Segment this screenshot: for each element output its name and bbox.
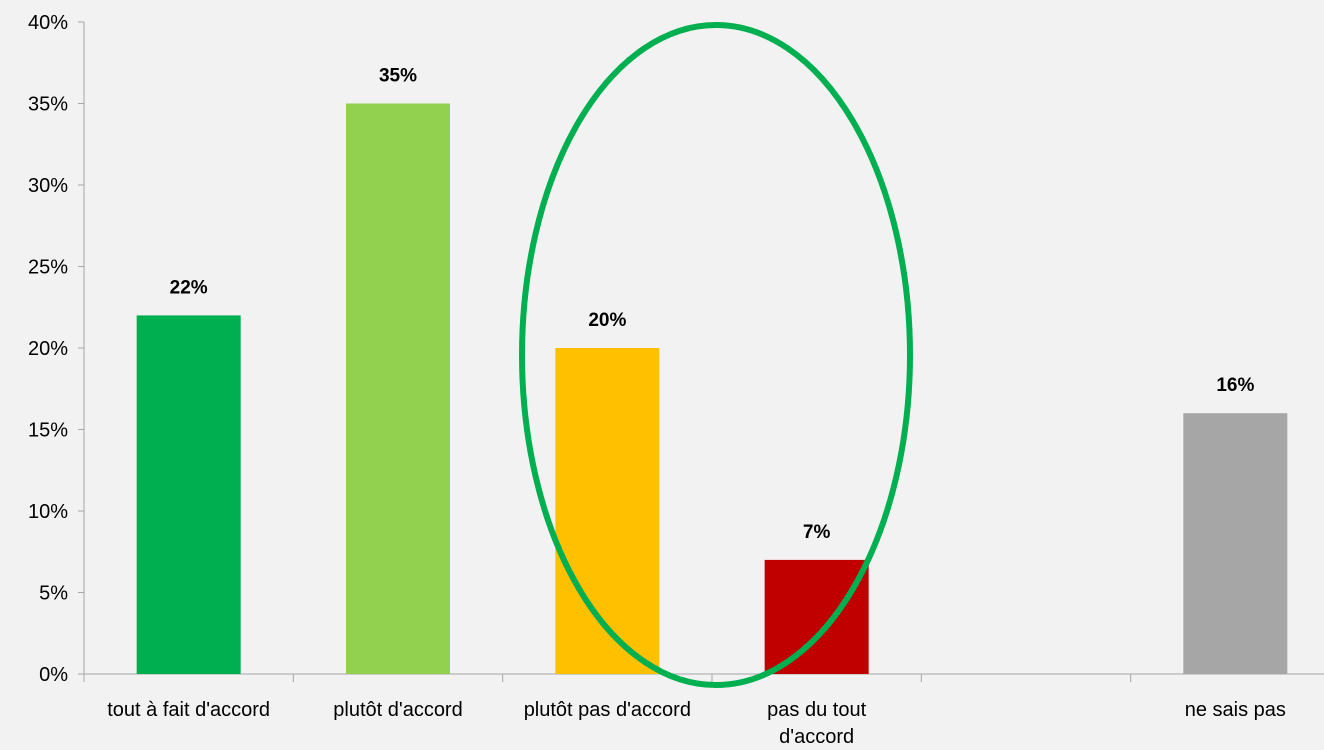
y-tick-label: 20% <box>28 338 68 360</box>
bar <box>136 315 241 674</box>
x-axis: tout à fait d'accord plutôt d'accord plutô… <box>83 673 1324 748</box>
bar <box>346 103 450 674</box>
y-tick-label: 5% <box>39 583 68 605</box>
y-axis: 0% 5% 10% 15% 20% 25% 30% 35% 40% <box>28 12 85 686</box>
bar <box>1183 413 1288 674</box>
data-label: 7% <box>803 522 831 543</box>
data-labels: 22% 35% 20% 7% 16% <box>170 66 1255 543</box>
y-tick-label: 10% <box>28 501 68 523</box>
y-tick-label: 40% <box>28 12 68 34</box>
data-label: 22% <box>170 277 208 298</box>
x-category-label: ne sais pas <box>1185 699 1286 721</box>
highlight-annotation <box>519 22 913 688</box>
bars <box>136 103 1288 674</box>
highlight-ellipse <box>519 22 913 688</box>
data-label: 16% <box>1216 375 1254 396</box>
y-tick-label: 0% <box>39 664 68 686</box>
x-category-label: pas du tout <box>767 699 866 721</box>
data-label: 20% <box>588 310 626 331</box>
y-tick-label: 35% <box>28 94 68 116</box>
data-label: 35% <box>379 66 417 87</box>
x-category-label: plutôt pas d'accord <box>524 699 691 721</box>
bar <box>764 559 869 674</box>
y-tick-label: 15% <box>28 420 68 442</box>
x-category-label: tout à fait d'accord <box>107 699 270 721</box>
bar <box>555 348 660 674</box>
y-tick-label: 30% <box>28 175 68 197</box>
y-tick-label: 25% <box>28 257 68 279</box>
x-category-label: plutôt d'accord <box>333 699 462 721</box>
x-category-label: d'accord <box>779 726 854 748</box>
